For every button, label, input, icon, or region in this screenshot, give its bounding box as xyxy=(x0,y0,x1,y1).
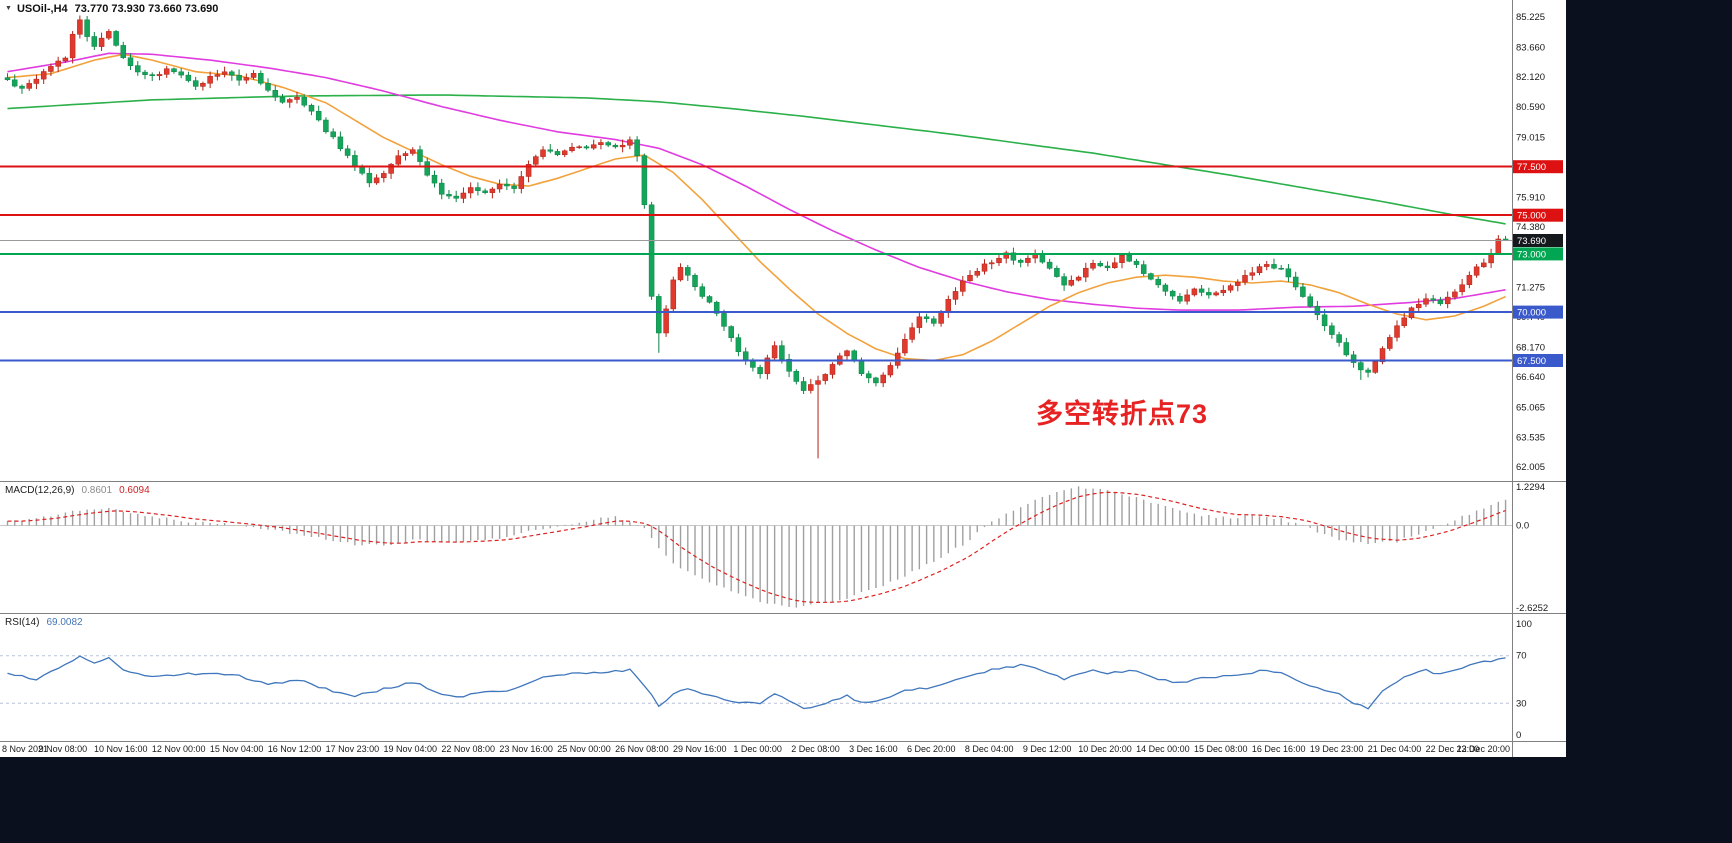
svg-text:8 Dec 04:00: 8 Dec 04:00 xyxy=(965,744,1014,754)
macd-name: MACD(12,26,9) xyxy=(5,485,75,496)
svg-text:9 Dec 12:00: 9 Dec 12:00 xyxy=(1023,744,1072,754)
svg-text:1.2294: 1.2294 xyxy=(1516,482,1545,493)
rsi-scale: 100 70 30 0 xyxy=(1516,619,1532,741)
svg-text:16 Dec 16:00: 16 Dec 16:00 xyxy=(1252,744,1306,754)
svg-text:0.0: 0.0 xyxy=(1516,521,1529,532)
svg-text:19 Nov 04:00: 19 Nov 04:00 xyxy=(384,744,438,754)
ma-mid-magenta xyxy=(7,52,1506,311)
macd-histogram xyxy=(6,486,1507,608)
svg-text:3 Dec 16:00: 3 Dec 16:00 xyxy=(849,744,898,754)
svg-text:0: 0 xyxy=(1516,730,1521,741)
svg-text:15 Dec 08:00: 15 Dec 08:00 xyxy=(1194,744,1248,754)
svg-text:75.000: 75.000 xyxy=(1517,211,1546,222)
rsi-value: 69.0082 xyxy=(46,617,83,628)
svg-text:73.690: 73.690 xyxy=(1517,236,1546,247)
svg-text:73.000: 73.000 xyxy=(1517,249,1546,260)
svg-text:25 Nov 00:00: 25 Nov 00:00 xyxy=(557,744,611,754)
rsi-line xyxy=(7,655,1506,710)
svg-text:75.910: 75.910 xyxy=(1516,193,1545,204)
svg-text:70: 70 xyxy=(1516,651,1527,662)
svg-text:23 Dec 20:00: 23 Dec 20:00 xyxy=(1456,744,1510,754)
candles xyxy=(4,15,1509,459)
chart-canvas[interactable]: 85.225 83.660 82.120 80.590 79.015 75.910 74.3… xyxy=(0,0,1566,757)
svg-text:-2.6252: -2.6252 xyxy=(1516,603,1548,614)
svg-text:79.015: 79.015 xyxy=(1516,132,1545,143)
symbol-timeframe-label: USOil-,H4 xyxy=(16,3,68,15)
svg-text:29 Nov 16:00: 29 Nov 16:00 xyxy=(673,744,727,754)
svg-text:15 Nov 04:00: 15 Nov 04:00 xyxy=(210,744,264,754)
price-badge-67.500: 67.500 xyxy=(1513,354,1563,367)
price-axis: 85.225 83.660 82.120 80.590 79.015 75.910 74.3… xyxy=(1516,12,1545,473)
svg-text:10 Nov 16:00: 10 Nov 16:00 xyxy=(94,744,148,754)
svg-text:26 Nov 08:00: 26 Nov 08:00 xyxy=(615,744,669,754)
svg-text:21 Dec 04:00: 21 Dec 04:00 xyxy=(1368,744,1422,754)
trading-chart-window: 85.225 83.660 82.120 80.590 79.015 75.910 74.3… xyxy=(0,0,1566,757)
svg-text:80.590: 80.590 xyxy=(1516,102,1545,113)
svg-text:9 Nov 08:00: 9 Nov 08:00 xyxy=(39,744,88,754)
macd-main-value: 0.8601 xyxy=(81,485,113,496)
svg-text:2 Dec 08:00: 2 Dec 08:00 xyxy=(791,744,840,754)
svg-text:67.500: 67.500 xyxy=(1517,356,1546,367)
svg-text:82.120: 82.120 xyxy=(1516,72,1545,83)
svg-text:74.380: 74.380 xyxy=(1516,222,1545,233)
svg-text:68.170: 68.170 xyxy=(1516,343,1545,354)
expand-arrow-icon[interactable]: ▼ xyxy=(5,5,12,12)
price-badge-73.000: 73.000 xyxy=(1513,247,1563,261)
ma-fast-orange xyxy=(7,53,1506,362)
svg-text:16 Nov 12:00: 16 Nov 12:00 xyxy=(268,744,322,754)
price-badge-77.500: 77.500 xyxy=(1513,160,1563,174)
ohlc-readout: 73.770 73.930 73.660 73.690 xyxy=(74,3,219,15)
svg-text:23 Nov 16:00: 23 Nov 16:00 xyxy=(499,744,553,754)
svg-text:19 Dec 23:00: 19 Dec 23:00 xyxy=(1310,744,1364,754)
price-badge-70.000: 70.000 xyxy=(1513,305,1563,319)
price-badge-75.000: 75.000 xyxy=(1513,208,1563,222)
macd-signal-line xyxy=(7,491,1506,604)
svg-text:63.535: 63.535 xyxy=(1516,432,1545,443)
svg-text:100: 100 xyxy=(1516,619,1532,630)
svg-text:22 Dec 12:00: 22 Dec 12:00 xyxy=(1426,744,1480,754)
chart-annotation-text[interactable]: 多空转折点73 xyxy=(1036,399,1209,429)
rsi-name: RSI(14) xyxy=(5,617,40,628)
panel-dividers xyxy=(0,0,1566,757)
svg-text:65.065: 65.065 xyxy=(1516,403,1545,414)
price-badge-73.690: 73.690 xyxy=(1513,234,1563,247)
svg-text:17 Nov 23:00: 17 Nov 23:00 xyxy=(326,744,380,754)
rsi-indicator-label: RSI(14) 69.0082 xyxy=(5,617,83,628)
svg-text:62.005: 62.005 xyxy=(1516,462,1545,473)
svg-text:83.660: 83.660 xyxy=(1516,42,1545,53)
ma-slow-green xyxy=(7,94,1506,225)
svg-text:1 Dec 00:00: 1 Dec 00:00 xyxy=(733,744,782,754)
svg-text:70.000: 70.000 xyxy=(1517,308,1546,319)
svg-text:6 Dec 20:00: 6 Dec 20:00 xyxy=(907,744,956,754)
rsi-levels xyxy=(0,655,1512,704)
svg-text:14 Dec 00:00: 14 Dec 00:00 xyxy=(1136,744,1190,754)
svg-text:12 Nov 00:00: 12 Nov 00:00 xyxy=(152,744,206,754)
macd-scale: 1.2294 0.0 -2.6252 xyxy=(1516,482,1548,614)
macd-signal-value: 0.6094 xyxy=(119,485,150,496)
svg-text:22 Nov 08:00: 22 Nov 08:00 xyxy=(441,744,495,754)
svg-text:71.275: 71.275 xyxy=(1516,282,1545,293)
svg-text:30: 30 xyxy=(1516,698,1527,709)
svg-text:10 Dec 20:00: 10 Dec 20:00 xyxy=(1078,744,1132,754)
moving-averages xyxy=(7,52,1506,362)
svg-text:8 Nov 2021: 8 Nov 2021 xyxy=(2,744,48,754)
svg-text:77.500: 77.500 xyxy=(1517,162,1546,173)
chart-title: ▼ USOil-,H4 73.770 73.930 73.660 73.690 xyxy=(5,3,218,15)
macd-indicator-label: MACD(12,26,9) 0.8601 0.6094 xyxy=(5,485,150,496)
svg-text:66.640: 66.640 xyxy=(1516,372,1545,383)
svg-text:85.225: 85.225 xyxy=(1516,12,1545,23)
